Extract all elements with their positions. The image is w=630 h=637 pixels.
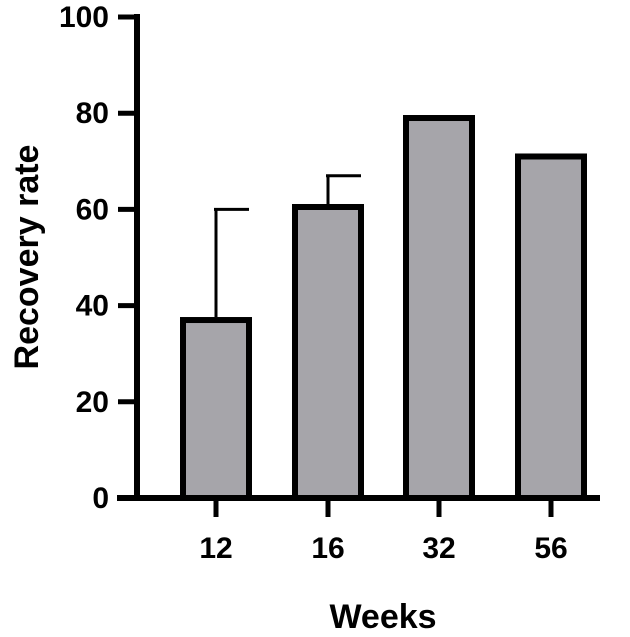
x-axis-title: Weeks [329,598,436,636]
axes-layer [117,14,600,501]
error-bars-layer [214,174,361,318]
bar-32 [403,115,475,501]
bar-56 [515,153,587,502]
x-tick-label-32: 32 [422,532,455,565]
y-tick-label-40: 40 [76,290,109,323]
bar-16 [292,203,364,501]
y-tick-label-0: 0 [92,482,109,515]
y-ticks-layer: 0 20 40 60 80 100 [59,1,137,515]
bar-12 [180,317,252,501]
y-tick-label-100: 100 [59,1,109,34]
x-tick-label-12: 12 [199,532,232,565]
x-ticks-layer: 12 16 32 56 [199,498,568,565]
x-tick-label-16: 16 [311,532,344,565]
y-tick-label-20: 20 [76,386,109,419]
bars-layer [180,115,587,502]
y-tick-label-60: 60 [76,193,109,226]
x-tick-label-56: 56 [534,532,567,565]
y-axis-title: Recovery rate [8,145,46,370]
y-tick-label-80: 80 [76,97,109,130]
